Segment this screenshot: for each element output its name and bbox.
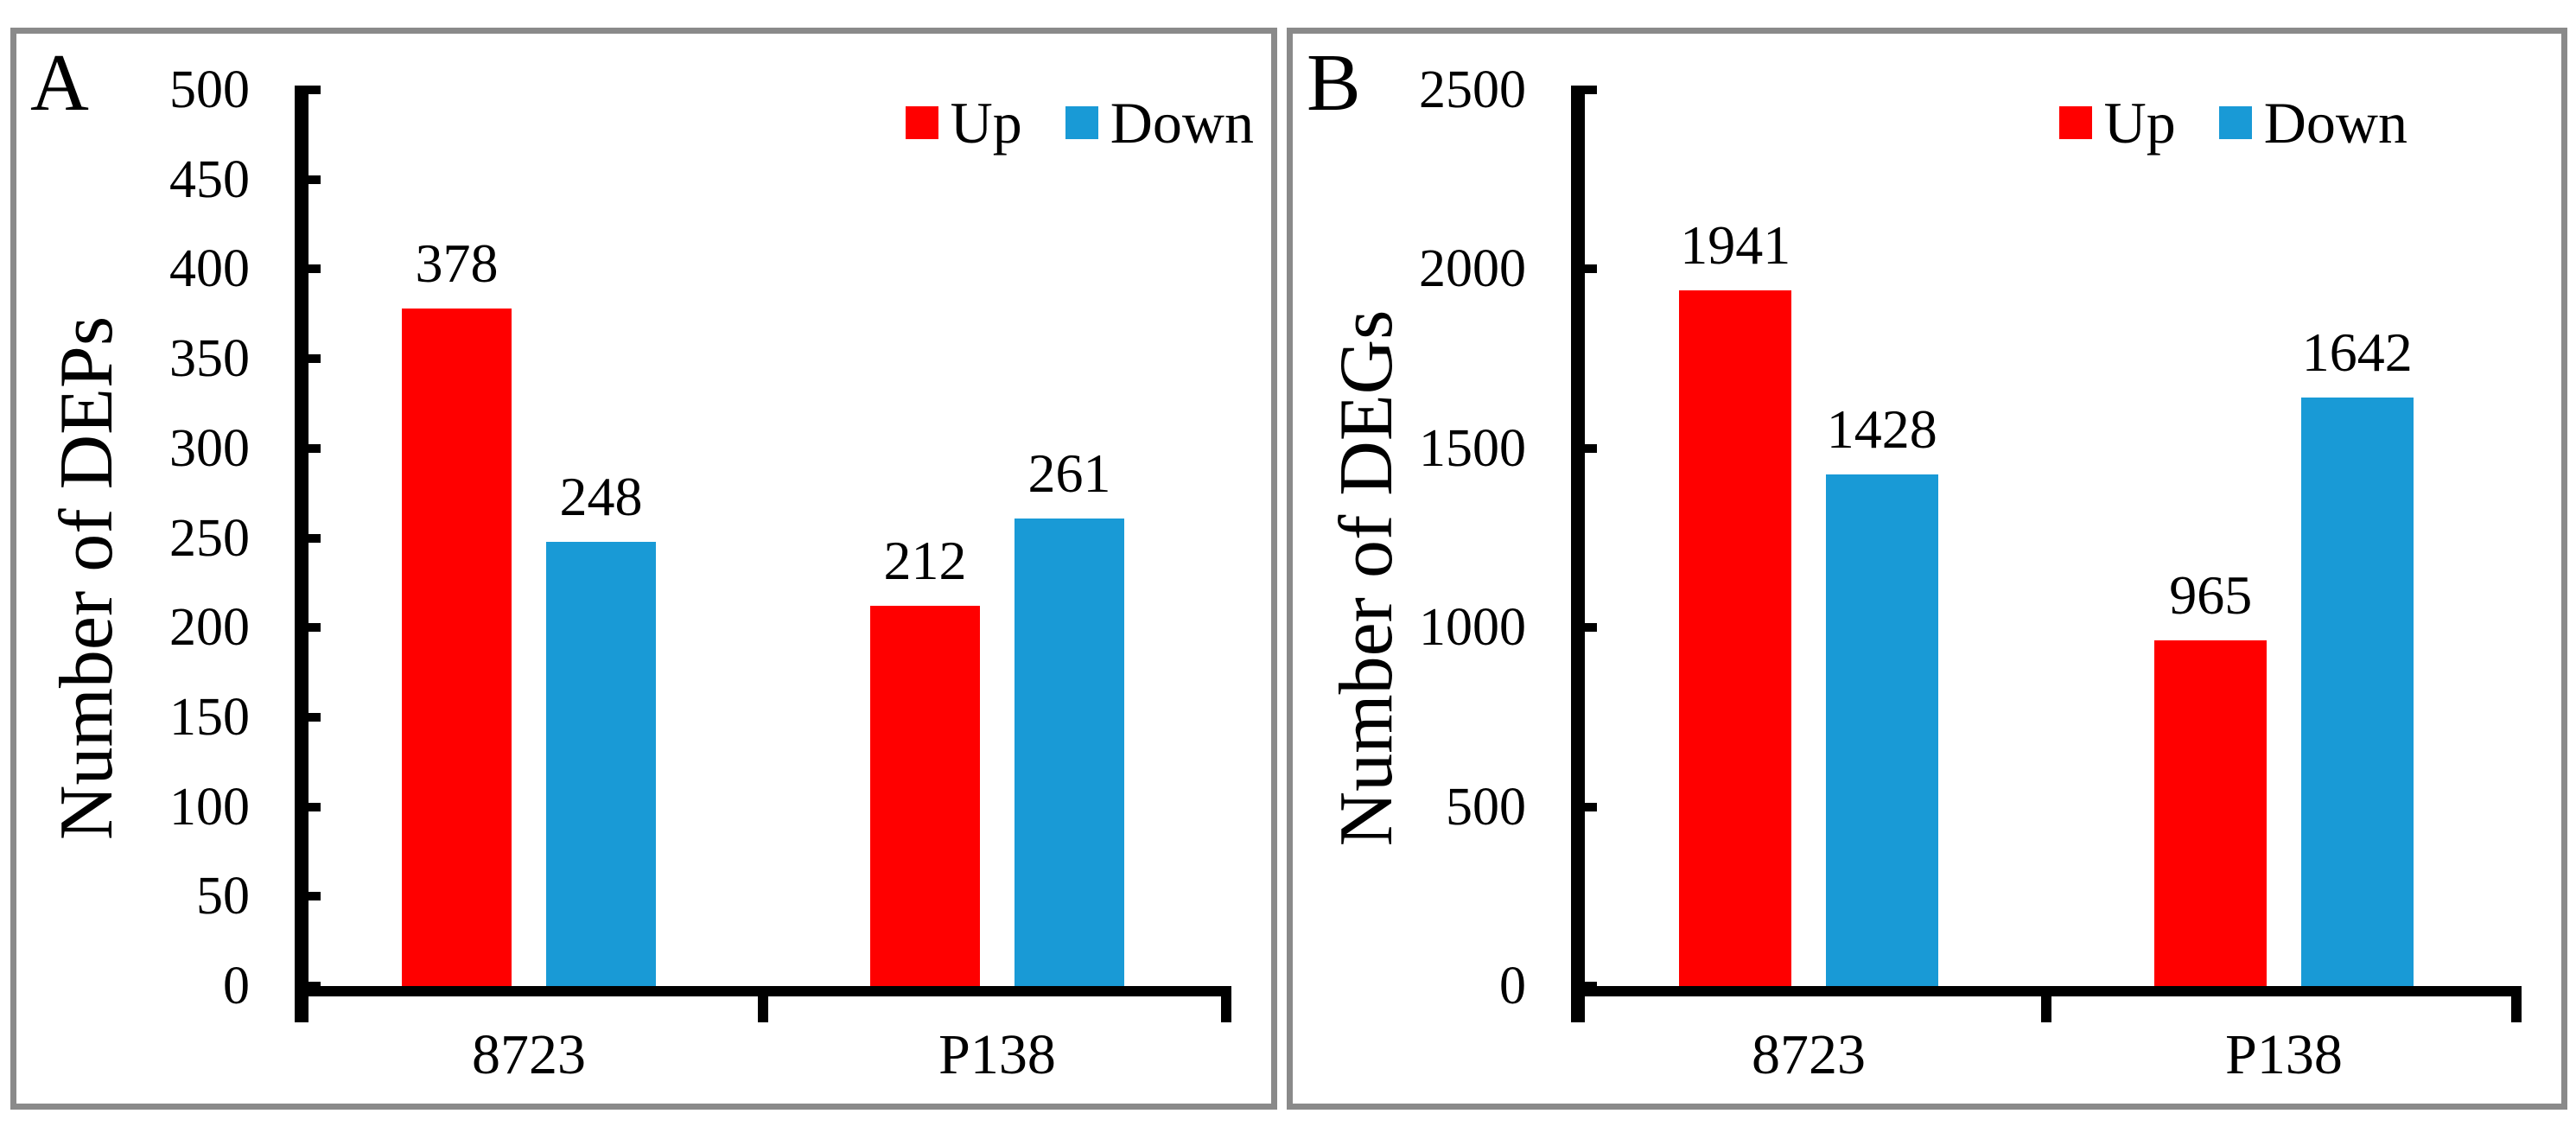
bar-value-label: 1642 <box>2301 321 2413 383</box>
legend-label-down: Down <box>2263 90 2407 156</box>
panel-label: B <box>1307 38 1361 128</box>
y-tick-mark <box>295 86 321 94</box>
legend-label-up: Up <box>2103 90 2176 156</box>
bar-up-8723 <box>401 309 512 986</box>
chart-area: 0 500 1000 1500 2000 2500 1941 1428 965 1642 <box>1293 34 2561 1104</box>
y-tick-label: 250 <box>169 508 250 568</box>
y-tick-mark <box>1571 802 1597 811</box>
y-tick-label: 450 <box>169 150 250 209</box>
x-axis-tick <box>758 986 768 1022</box>
y-tick-mark <box>295 982 321 990</box>
y-tick-label: 50 <box>196 867 250 926</box>
y-tick-label: 2000 <box>1419 239 1526 299</box>
y-tick-label: 0 <box>223 957 250 1015</box>
y-tick-mark <box>295 175 321 184</box>
y-tick-label: 1000 <box>1419 598 1526 658</box>
legend-swatch-up-icon <box>2058 106 2092 139</box>
panel-b: B Number of DEGs Up Down 0 500 1000 1500 200… <box>1287 28 2567 1110</box>
legend-label-down: Down <box>1110 90 1254 156</box>
bar-value-label: 1428 <box>1826 398 1937 460</box>
y-axis-line <box>1571 90 1585 1022</box>
bar-value-label: 248 <box>559 465 643 527</box>
y-tick-label: 0 <box>1499 957 1526 1015</box>
y-tick-label: 350 <box>169 329 250 389</box>
y-tick-label: 100 <box>169 777 250 837</box>
bar-up-8723 <box>1679 290 1792 986</box>
bar-value-label: 1941 <box>1680 213 1791 276</box>
y-tick-mark <box>295 264 321 274</box>
x-axis-tick <box>2041 986 2051 1022</box>
y-tick-mark <box>1571 982 1597 990</box>
x-category-label: P138 <box>2225 1023 2343 1086</box>
legend-swatch-down-icon <box>2218 106 2252 139</box>
bar-value-label: 212 <box>883 530 967 592</box>
y-tick-mark <box>1571 623 1597 633</box>
y-tick-mark <box>1571 86 1597 94</box>
y-tick-label: 2500 <box>1419 60 1526 119</box>
bar-down-P138 <box>1014 518 1125 986</box>
y-axis-line <box>295 90 308 1022</box>
y-tick-mark <box>1571 443 1597 453</box>
y-tick-mark <box>295 443 321 453</box>
bar-down-8723 <box>545 541 657 986</box>
legend: Up Down <box>905 89 1254 156</box>
y-tick-mark <box>295 892 321 901</box>
bar-up-P138 <box>869 606 981 986</box>
bar-value-label: 378 <box>415 232 499 295</box>
bar-value-label: 965 <box>2169 563 2253 626</box>
legend: Up Down <box>2058 89 2407 156</box>
y-tick-label: 1500 <box>1419 418 1526 478</box>
y-tick-label: 300 <box>169 418 250 478</box>
y-tick-mark <box>295 533 321 543</box>
legend-swatch-up-icon <box>905 106 938 139</box>
x-axis-tick <box>2511 986 2522 1022</box>
bar-up-P138 <box>2154 639 2268 986</box>
y-tick-label: 400 <box>169 239 250 299</box>
panel-label: A <box>30 38 89 128</box>
y-tick-label: 150 <box>169 687 250 747</box>
y-tick-label: 200 <box>169 598 250 658</box>
y-tick-mark <box>1571 264 1597 274</box>
bar-value-label: 261 <box>1027 442 1111 504</box>
chart-area: 0 50 100 150 200 250 300 350 400 450 500 378 248 212 2… <box>16 34 1271 1104</box>
y-tick-mark <box>295 712 321 722</box>
x-category-label: 8723 <box>472 1023 586 1086</box>
legend-label-up: Up <box>950 90 1022 156</box>
x-category-label: 8723 <box>1752 1023 1866 1086</box>
bar-down-P138 <box>2300 397 2414 986</box>
y-tick-mark <box>295 623 321 633</box>
panel-a: A Number of DEPs Up Down 0 50 100 150 200 250… <box>10 28 1277 1110</box>
y-tick-label: 500 <box>169 60 250 119</box>
y-tick-label: 500 <box>1446 777 1526 837</box>
bar-down-8723 <box>1825 474 1938 986</box>
y-tick-mark <box>295 354 321 364</box>
x-category-label: P138 <box>938 1023 1056 1086</box>
x-axis-tick <box>1221 986 1231 1022</box>
legend-swatch-down-icon <box>1065 106 1098 139</box>
y-tick-mark <box>295 802 321 811</box>
